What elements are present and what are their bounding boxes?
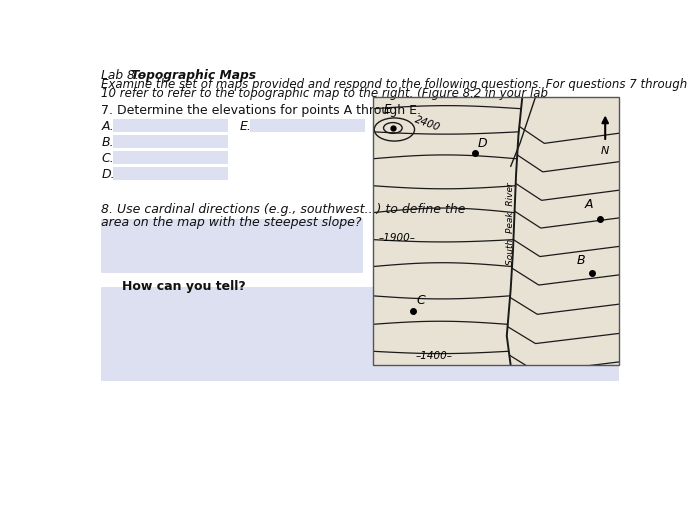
Text: 2400: 2400	[413, 114, 441, 132]
Text: A: A	[584, 198, 593, 211]
Text: Topographic Maps: Topographic Maps	[131, 69, 256, 82]
Text: –1900–: –1900–	[379, 233, 416, 243]
FancyBboxPatch shape	[102, 219, 363, 272]
Text: –1400–: –1400–	[415, 351, 452, 361]
FancyBboxPatch shape	[113, 151, 228, 164]
Text: 8. Use cardinal directions (e.g., southwest...) to define the: 8. Use cardinal directions (e.g., southw…	[102, 203, 466, 216]
FancyBboxPatch shape	[113, 119, 228, 132]
Text: C.: C.	[102, 152, 114, 165]
Text: South  Peak  River: South Peak River	[506, 182, 515, 265]
Text: E.: E.	[239, 119, 251, 132]
Text: B: B	[577, 254, 585, 267]
Text: 7. Determine the elevations for points A through E.: 7. Determine the elevations for points A…	[102, 104, 421, 117]
Text: E: E	[384, 103, 391, 116]
Bar	[372, 97, 619, 365]
Text: A.: A.	[102, 119, 114, 132]
Text: 10 ‪refer to‪ refer to the topographic map to the right. (Figure 8.2 in your lab: 10 ‪refer to‪ refer to the topographic m…	[102, 87, 549, 100]
FancyBboxPatch shape	[113, 135, 228, 148]
FancyBboxPatch shape	[102, 287, 619, 380]
Text: Examine the set of maps provided and respond to the following questions. For que: Examine the set of maps provided and res…	[102, 78, 687, 91]
FancyBboxPatch shape	[113, 167, 228, 180]
Text: N: N	[601, 146, 610, 156]
Text: Lab 8 –: Lab 8 –	[102, 69, 149, 82]
FancyBboxPatch shape	[372, 97, 619, 365]
Text: D: D	[478, 137, 488, 150]
Text: B.: B.	[102, 135, 114, 148]
Text: area on the map with the steepest slope?: area on the map with the steepest slope?	[102, 216, 362, 229]
FancyBboxPatch shape	[251, 119, 365, 132]
Text: C: C	[416, 294, 425, 307]
Text: D.: D.	[102, 168, 115, 181]
Text: How can you tell?: How can you tell?	[122, 280, 245, 293]
